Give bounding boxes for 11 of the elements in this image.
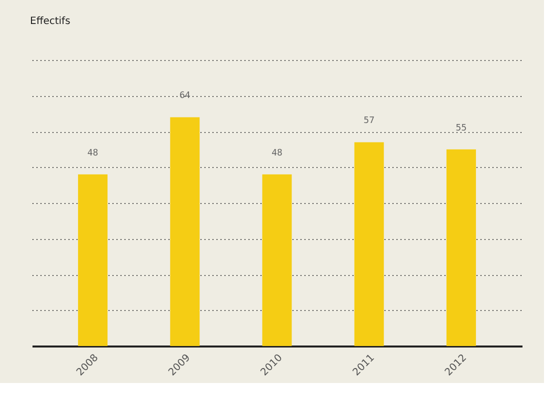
bar bbox=[446, 149, 476, 346]
data-label: 57 bbox=[364, 116, 375, 126]
data-label: 48 bbox=[87, 148, 98, 158]
bar bbox=[354, 142, 384, 346]
bar bbox=[170, 117, 200, 346]
data-label: 55 bbox=[456, 123, 467, 134]
bar bbox=[78, 174, 108, 346]
data-label: 64 bbox=[179, 91, 190, 102]
data-label: 48 bbox=[272, 148, 282, 158]
bar bbox=[262, 174, 292, 346]
chart-title: Effectifs bbox=[30, 16, 70, 27]
